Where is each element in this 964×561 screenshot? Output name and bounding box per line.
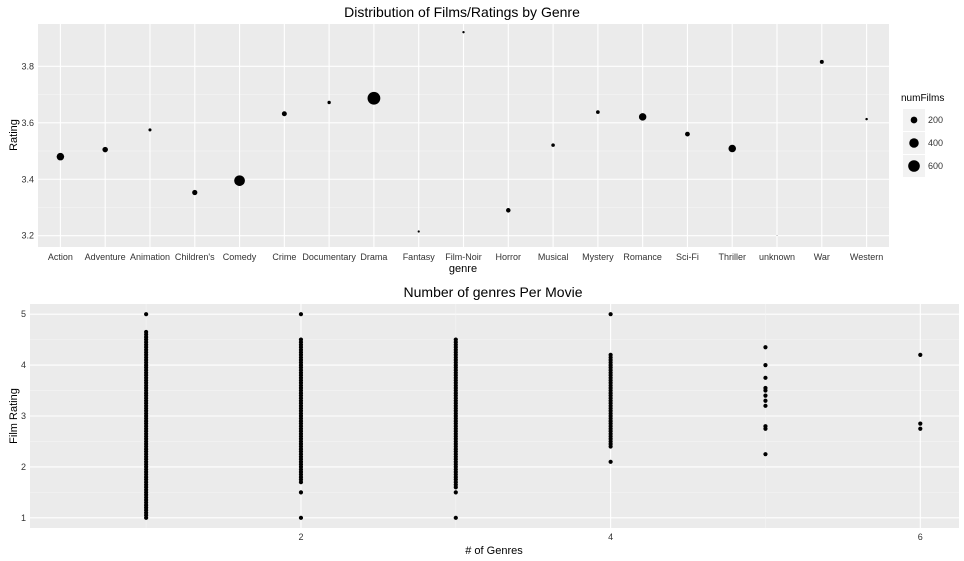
genre-rating-chart: Distribution of Films/Ratings by Genre 3… bbox=[8, 4, 944, 275]
movie-point bbox=[918, 352, 923, 358]
movie-point bbox=[453, 490, 458, 495]
x-tick-label: 4 bbox=[608, 532, 613, 542]
chart1-points bbox=[56, 31, 868, 237]
chart1-x-ticks: Action Adventure Animation Children's Comedy… bbox=[48, 252, 883, 262]
genre-point bbox=[728, 144, 736, 153]
x-tick-label: Children's bbox=[175, 252, 215, 262]
movie-point bbox=[763, 375, 768, 380]
movie-point bbox=[144, 312, 149, 317]
x-tick-label: Mystery bbox=[582, 252, 614, 262]
x-tick-label: Horror bbox=[496, 252, 522, 262]
y-tick-label: 2 bbox=[21, 462, 26, 472]
genre-point bbox=[776, 235, 778, 237]
genre-point bbox=[192, 189, 198, 196]
legend-key-dot bbox=[910, 116, 918, 124]
y-tick-label: 3.6 bbox=[21, 118, 34, 128]
movie-point bbox=[763, 403, 768, 408]
x-tick-label: Action bbox=[48, 252, 73, 262]
legend-label: 200 bbox=[928, 115, 943, 125]
x-tick-label: Drama bbox=[360, 252, 387, 262]
genre-point bbox=[327, 100, 331, 105]
x-tick-label: Animation bbox=[130, 252, 170, 262]
x-tick-label: Film-Noir bbox=[445, 252, 482, 262]
chart2-points bbox=[144, 312, 923, 520]
x-tick-label: 2 bbox=[298, 532, 303, 542]
y-tick-label: 3.2 bbox=[21, 231, 34, 241]
genre-point bbox=[417, 230, 420, 233]
movie-point bbox=[298, 337, 304, 342]
genre-point bbox=[462, 31, 465, 34]
movie-point bbox=[298, 515, 304, 520]
chart1-title: Distribution of Films/Ratings by Genre bbox=[344, 4, 580, 20]
genre-point bbox=[234, 175, 245, 186]
x-tick-label: Documentary bbox=[302, 252, 356, 262]
x-tick-label: Crime bbox=[272, 252, 296, 262]
movie-point bbox=[763, 424, 768, 429]
movie-point bbox=[453, 515, 458, 520]
chart2-title: Number of genres Per Movie bbox=[404, 284, 583, 300]
legend-key-dot bbox=[909, 138, 919, 148]
chart1-y-axis-title: Rating bbox=[8, 119, 20, 151]
chart1-y-ticks: 3.2 3.4 3.6 3.8 bbox=[21, 61, 34, 240]
movie-point bbox=[763, 398, 768, 403]
genre-point bbox=[148, 128, 152, 132]
chart2-x-ticks: 2 4 6 bbox=[298, 532, 922, 542]
genres-per-movie-chart: Number of genres Per Movie 1 2 3 4 5 2 4 6 # o… bbox=[8, 284, 959, 557]
genre-point bbox=[281, 111, 287, 117]
y-tick-label: 5 bbox=[21, 309, 26, 319]
genre-point bbox=[506, 208, 511, 213]
legend-key-dot bbox=[908, 160, 920, 172]
movie-point bbox=[298, 490, 304, 495]
x-tick-label: Romance bbox=[623, 252, 662, 262]
genre-point bbox=[102, 146, 108, 153]
genre-point bbox=[367, 91, 381, 105]
chart2-gridlines bbox=[30, 304, 959, 528]
y-tick-label: 4 bbox=[21, 360, 26, 370]
legend-label: 400 bbox=[928, 138, 943, 148]
x-tick-label: unknown bbox=[759, 252, 795, 262]
genre-point bbox=[685, 131, 690, 137]
genre-point bbox=[56, 152, 65, 161]
x-tick-label: 6 bbox=[918, 532, 923, 542]
y-tick-label: 3.4 bbox=[21, 174, 34, 184]
x-tick-label: Comedy bbox=[223, 252, 257, 262]
chart2-x-axis-title: # of Genres bbox=[465, 545, 523, 557]
chart2-y-axis-title: Film Rating bbox=[8, 388, 20, 444]
movie-point bbox=[763, 385, 768, 391]
chart1-x-axis-title: genre bbox=[449, 263, 477, 275]
movie-point bbox=[298, 312, 304, 317]
x-tick-label: Fantasy bbox=[403, 252, 436, 262]
y-tick-label: 1 bbox=[21, 513, 26, 523]
x-tick-label: Western bbox=[850, 252, 883, 262]
genre-point bbox=[596, 110, 600, 114]
movie-point bbox=[608, 459, 613, 464]
legend-label: 600 bbox=[928, 161, 943, 171]
movie-point bbox=[453, 337, 458, 342]
x-tick-label: War bbox=[814, 252, 830, 262]
movie-point bbox=[608, 312, 613, 317]
y-tick-label: 3 bbox=[21, 411, 26, 421]
movie-point bbox=[763, 345, 768, 350]
genre-point bbox=[638, 113, 647, 121]
x-tick-label: Thriller bbox=[718, 252, 746, 262]
movie-point bbox=[763, 393, 768, 398]
movie-point bbox=[144, 329, 149, 335]
x-tick-label: Musical bbox=[538, 252, 569, 262]
legend-title: numFilms bbox=[901, 93, 944, 104]
movie-point bbox=[608, 352, 613, 358]
genre-point bbox=[865, 117, 868, 121]
legend-keys: 200 400 600 bbox=[903, 109, 943, 177]
chart1-legend: numFilms 200 400 600 bbox=[901, 93, 944, 177]
movie-point bbox=[763, 452, 768, 457]
movie-point bbox=[918, 421, 923, 426]
y-tick-label: 3.8 bbox=[21, 61, 34, 71]
chart2-y-ticks: 1 2 3 4 5 bbox=[21, 309, 26, 523]
movie-point bbox=[763, 362, 768, 368]
movie-point bbox=[918, 426, 923, 431]
x-tick-label: Sci-Fi bbox=[676, 252, 699, 262]
genre-point bbox=[819, 59, 824, 64]
genre-point bbox=[551, 143, 555, 147]
x-tick-label: Adventure bbox=[85, 252, 126, 262]
